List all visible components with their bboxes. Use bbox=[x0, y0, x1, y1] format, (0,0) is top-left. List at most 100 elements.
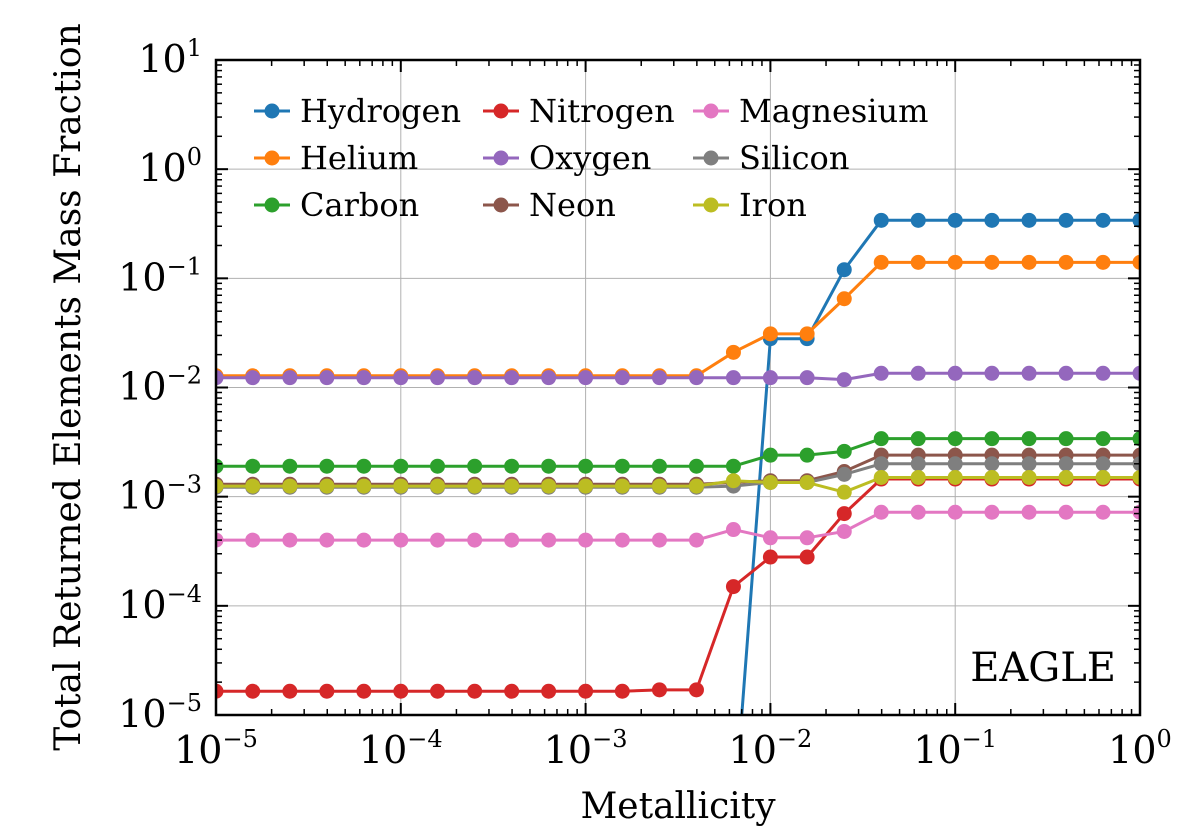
data-point bbox=[947, 365, 963, 381]
y-tick-label: 10−4 bbox=[118, 580, 202, 627]
data-point bbox=[319, 458, 335, 474]
y-tick-label: 10−5 bbox=[118, 689, 202, 736]
legend-item-iron: Iron bbox=[693, 186, 807, 224]
legend-item-hydrogen: Hydrogen bbox=[254, 92, 461, 130]
data-point bbox=[651, 370, 667, 386]
x-tick-exp: −2 bbox=[777, 725, 812, 753]
data-point bbox=[1058, 431, 1074, 447]
data-point bbox=[984, 254, 1000, 270]
data-point bbox=[541, 458, 557, 474]
legend-item-silicon: Silicon bbox=[693, 139, 849, 177]
data-point bbox=[799, 549, 815, 565]
y-tick-exp: −1 bbox=[167, 252, 202, 280]
data-point bbox=[1132, 431, 1140, 447]
legend-label: Magnesium bbox=[739, 92, 928, 130]
data-point bbox=[1095, 431, 1111, 447]
data-point bbox=[1095, 254, 1111, 270]
data-point bbox=[282, 370, 298, 386]
data-point bbox=[1058, 212, 1074, 228]
legend-label: Iron bbox=[739, 186, 807, 224]
legend-label: Silicon bbox=[739, 139, 849, 177]
series-magnesium bbox=[216, 504, 1140, 548]
data-point bbox=[836, 506, 852, 522]
y-axis-title: Total Returned Elements Mass Fraction bbox=[48, 23, 89, 751]
data-point bbox=[873, 254, 889, 270]
data-point bbox=[504, 683, 520, 699]
data-point bbox=[1058, 254, 1074, 270]
data-point bbox=[1021, 456, 1037, 472]
data-point bbox=[873, 431, 889, 447]
data-point bbox=[1132, 504, 1140, 520]
data-point bbox=[393, 532, 409, 548]
data-point bbox=[504, 370, 520, 386]
data-point bbox=[762, 530, 778, 546]
y-tick-exp: −4 bbox=[167, 580, 202, 608]
data-point bbox=[356, 370, 372, 386]
x-tick-base: 10 bbox=[729, 728, 777, 772]
x-tick-label: 10−4 bbox=[359, 725, 443, 772]
legend-marker bbox=[493, 197, 509, 213]
data-point bbox=[799, 447, 815, 463]
data-point bbox=[762, 370, 778, 386]
data-point bbox=[910, 456, 926, 472]
legend-label: Neon bbox=[529, 186, 616, 224]
data-point bbox=[467, 478, 483, 494]
y-tick-label: 10−1 bbox=[118, 252, 202, 299]
y-tick-label: 10−3 bbox=[118, 471, 202, 518]
legend-marker bbox=[493, 103, 509, 119]
data-point bbox=[393, 458, 409, 474]
legend-item-nitrogen: Nitrogen bbox=[483, 92, 675, 130]
series-helium bbox=[216, 254, 1140, 384]
data-point bbox=[1021, 212, 1037, 228]
data-point bbox=[356, 532, 372, 548]
legend-label: Oxygen bbox=[529, 139, 651, 177]
y-tick-exp: −5 bbox=[167, 689, 202, 717]
data-point bbox=[430, 683, 446, 699]
legend-item-magnesium: Magnesium bbox=[693, 92, 928, 130]
data-point bbox=[947, 212, 963, 228]
data-point bbox=[245, 370, 261, 386]
data-point bbox=[245, 458, 261, 474]
y-tick-label: 10−2 bbox=[118, 362, 202, 409]
y-tick-base: 10 bbox=[118, 474, 166, 518]
data-point bbox=[614, 458, 630, 474]
data-point bbox=[614, 370, 630, 386]
data-point bbox=[947, 504, 963, 520]
data-point bbox=[762, 326, 778, 342]
x-tick-exp: −5 bbox=[222, 725, 257, 753]
data-point bbox=[873, 504, 889, 520]
y-tick-base: 10 bbox=[118, 365, 166, 409]
data-point bbox=[836, 523, 852, 539]
data-point bbox=[836, 372, 852, 388]
data-point bbox=[984, 504, 1000, 520]
data-point bbox=[984, 431, 1000, 447]
data-point bbox=[467, 458, 483, 474]
y-tick-exp: −3 bbox=[167, 471, 202, 499]
data-point bbox=[504, 478, 520, 494]
data-point bbox=[245, 532, 261, 548]
data-point bbox=[651, 682, 667, 698]
data-point bbox=[947, 254, 963, 270]
data-point bbox=[873, 212, 889, 228]
data-point bbox=[725, 344, 741, 360]
legend: Hydrogen Helium Carbon Nitrogen Oxygen Neon Ma… bbox=[254, 92, 928, 224]
data-point bbox=[216, 458, 224, 474]
data-point bbox=[910, 212, 926, 228]
data-point bbox=[1021, 365, 1037, 381]
data-point bbox=[1095, 469, 1111, 485]
data-point bbox=[910, 431, 926, 447]
data-point bbox=[393, 478, 409, 494]
y-tick-base: 10 bbox=[118, 583, 166, 627]
series-line bbox=[216, 437, 1140, 468]
x-axis-title: Metallicity bbox=[580, 786, 776, 827]
data-point bbox=[873, 456, 889, 472]
data-point bbox=[1132, 469, 1140, 485]
data-point bbox=[799, 474, 815, 490]
grid bbox=[216, 60, 1140, 715]
data-point bbox=[1058, 365, 1074, 381]
data-point bbox=[1132, 212, 1140, 228]
x-tick-exp: −3 bbox=[592, 725, 627, 753]
data-point bbox=[725, 522, 741, 538]
legend-label: Helium bbox=[300, 139, 418, 177]
